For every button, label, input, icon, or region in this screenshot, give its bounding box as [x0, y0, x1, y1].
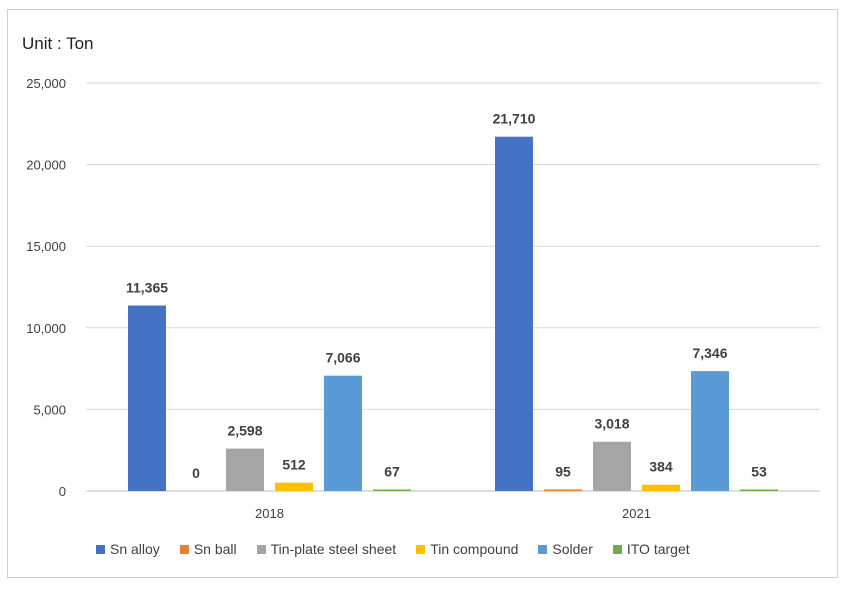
data-label: 21,710	[493, 111, 536, 127]
y-tick-label: 10,000	[26, 321, 66, 336]
legend-item: Tin compound	[416, 541, 518, 557]
bar	[226, 448, 264, 491]
legend-label: Sn alloy	[110, 541, 160, 557]
legend-swatch	[179, 544, 189, 554]
legend-swatch	[538, 544, 548, 554]
legend-swatch	[256, 544, 266, 554]
unit-label: Unit : Ton	[22, 34, 94, 53]
bar	[593, 441, 631, 491]
data-label: 67	[384, 464, 400, 480]
y-tick-label: 25,000	[26, 76, 66, 91]
bar	[642, 484, 680, 491]
bar	[128, 305, 166, 491]
legend-swatch	[612, 544, 622, 554]
data-label: 3,018	[594, 416, 629, 432]
bar	[324, 375, 362, 491]
legend-label: Tin compound	[430, 541, 519, 557]
bars	[128, 136, 778, 491]
data-labels: 11,365 0 2,598 512 7,066 67 21,710 95 3,018 384 7,…	[126, 111, 767, 481]
legend-item: Tin-plate steel sheet	[256, 541, 397, 557]
legend-swatch	[416, 544, 426, 554]
data-label: 7,066	[325, 350, 360, 366]
y-tick-label: 5,000	[33, 402, 66, 417]
data-label: 512	[282, 457, 306, 473]
legend-item: Solder	[538, 541, 593, 557]
legend-item: ITO target	[612, 541, 690, 557]
data-label: 2,598	[227, 423, 262, 439]
legend-label: Solder	[552, 541, 593, 557]
data-label: 384	[649, 459, 673, 475]
legend: Sn alloy Sn ball Tin-plate steel sheet Tin …	[96, 541, 690, 557]
y-tick-label: 20,000	[26, 158, 66, 173]
bar	[691, 371, 729, 491]
bar	[275, 482, 313, 491]
data-label: 95	[555, 463, 571, 479]
data-label: 0	[192, 465, 200, 481]
x-category-label: 2021	[622, 506, 651, 521]
gridlines	[86, 82, 820, 492]
data-label: 11,365	[126, 280, 168, 296]
legend-swatch	[96, 544, 105, 554]
bar	[373, 489, 411, 491]
bar	[544, 489, 582, 491]
x-axis-categories: 2018 2021	[255, 506, 651, 521]
legend-label: ITO target	[626, 541, 690, 557]
legend-item: Sn ball	[179, 541, 237, 557]
data-label: 53	[751, 464, 767, 480]
y-tick-label: 0	[59, 484, 66, 499]
legend-label: Tin-plate steel sheet	[270, 541, 397, 557]
bar	[495, 136, 533, 491]
x-category-label: 2018	[255, 506, 284, 521]
y-axis-ticks: 0 5,000 10,000 15,000 20,000 25,000	[26, 76, 66, 499]
y-tick-label: 15,000	[26, 239, 66, 254]
legend-label: Sn ball	[193, 541, 237, 557]
data-label: 7,346	[692, 345, 727, 361]
legend-item: Sn alloy	[96, 541, 160, 557]
bar	[740, 489, 778, 491]
